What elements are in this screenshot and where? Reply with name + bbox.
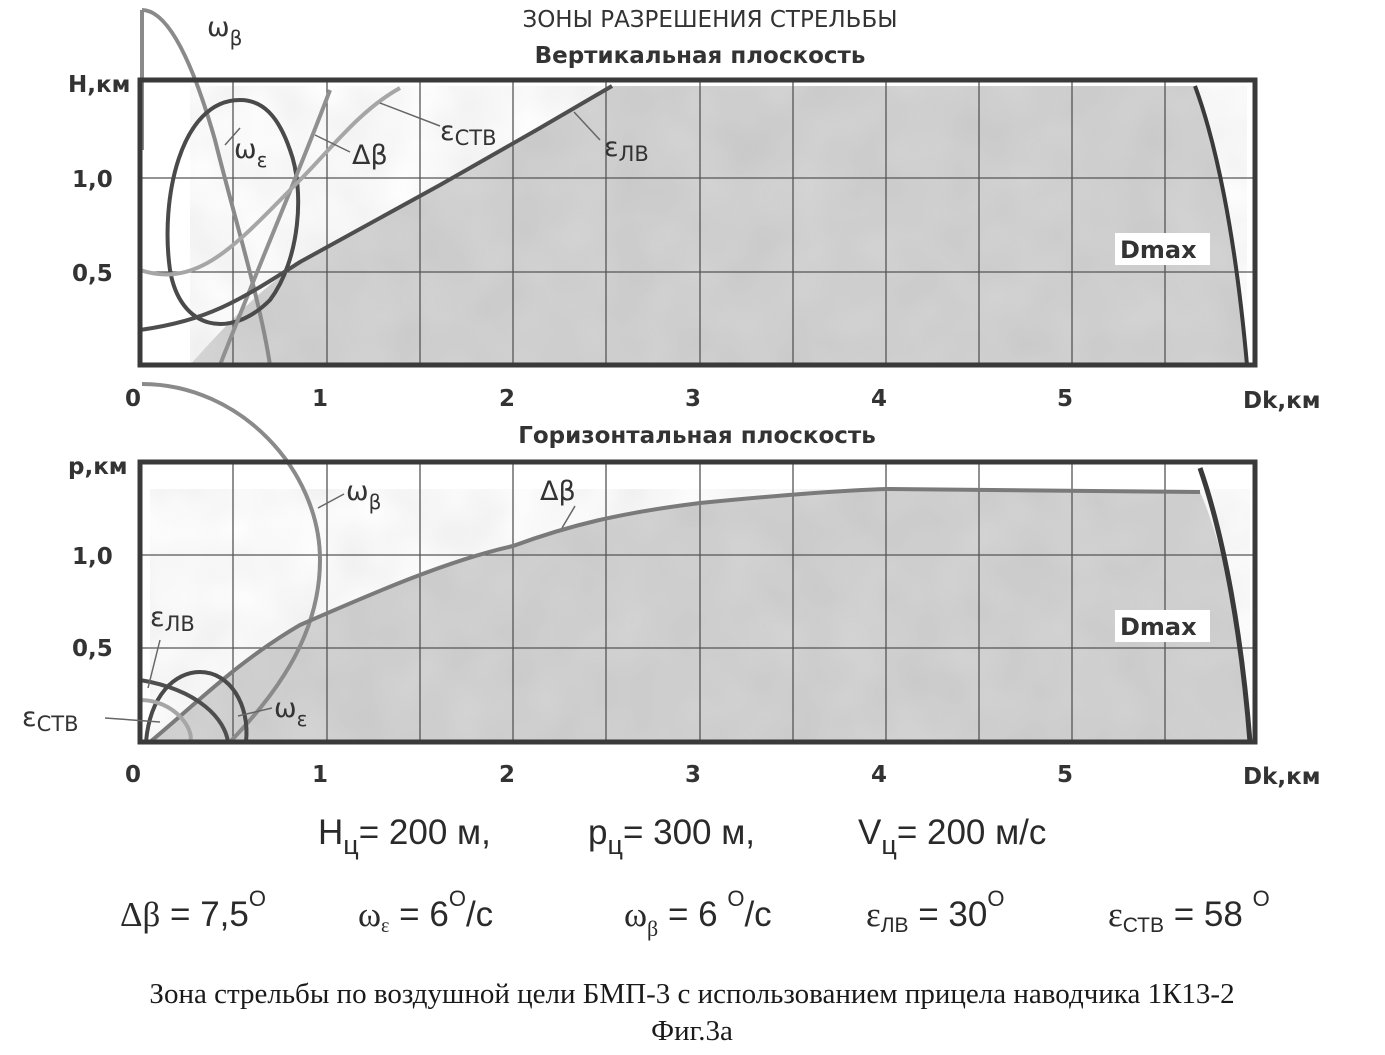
vertical-plane-panel: Вертикальная плоскость Н,км 1,0 0,5 0 1 [68,10,1321,414]
vertical-x-tick-5: 5 [1057,386,1073,412]
vertical-label-omega-eps: ωε [234,134,267,172]
vertical-plane-subtitle: Вертикальная плоскость [535,43,866,69]
vertical-leader-eps-stv [380,103,440,126]
vertical-label-eps-stv: εСТВ [440,116,497,150]
horizontal-x-axis-label: Dk,км [1243,764,1321,790]
horizontal-y-tick-1-0: 1,0 [72,544,113,570]
horizontal-plane-subtitle: Горизонтальная плоскость [518,423,876,449]
horizontal-y-axis-label: р,км [68,454,128,480]
vertical-y-tick-0-5: 0,5 [72,261,113,287]
horizontal-x-tick-1: 1 [312,762,328,788]
horizontal-label-eps-lv: εЛВ [150,602,195,636]
param-target-parameter: рц= 300 м, [588,813,755,860]
vertical-x-tick-0: 0 [125,386,141,412]
figure-caption: Зона стрельбы по воздушной цели БМП-3 с … [149,978,1234,1010]
horizontal-x-tick-3: 3 [685,762,701,788]
vertical-leader-delta-beta [315,135,350,152]
horizontal-x-tick-2: 2 [499,762,515,788]
param-target-height: Нц= 200 м, [318,813,491,860]
horizontal-plane-panel: Горизонтальная плоскость р,км 1,0 0,5 0 … [22,384,1321,790]
parameters-line-2: Δβ = 7,5О ωε = 6О/с ωβ = 6 О/с εЛВ = 30О… [120,886,1270,941]
horizontal-label-delta-beta: Δβ [540,476,576,507]
vertical-label-omega-beta: ωβ [207,12,242,50]
param-omega-beta: ωβ = 6 О/с [624,886,772,941]
vertical-x-tick-3: 3 [685,386,701,412]
param-delta-beta: Δβ = 7,5О [120,886,266,934]
param-eps-stv: εСТВ = 58 О [1108,886,1270,937]
horizontal-label-eps-stv: εСТВ [22,702,79,736]
vertical-x-axis-label: Dk,км [1243,388,1321,414]
horizontal-dmax-label: Dmax [1120,613,1197,641]
horizontal-x-tick-5: 5 [1057,762,1073,788]
param-target-speed: Vц= 200 м/с [858,813,1046,860]
vertical-x-tick-4: 4 [871,386,887,412]
figure-number: Фиг.3а [651,1015,733,1047]
parameters-line-1: Нц= 200 м, рц= 300 м, Vц= 200 м/с [318,813,1046,860]
vertical-dmax-label: Dmax [1120,236,1197,264]
horizontal-x-tick-4: 4 [871,762,887,788]
horizontal-x-tick-0: 0 [125,762,141,788]
horizontal-leader-omega-beta [318,494,344,508]
figure-title: ЗОНЫ РАЗРЕШЕНИЯ СТРЕЛЬБЫ [522,7,897,33]
vertical-y-tick-1-0: 1,0 [72,167,113,193]
horizontal-y-tick-0-5: 0,5 [72,636,113,662]
vertical-label-delta-beta: Δβ [352,140,388,171]
param-eps-lv: εЛВ = 30О [866,886,1004,937]
vertical-y-axis-label: Н,км [68,72,130,98]
horizontal-label-omega-beta: ωβ [346,476,381,514]
vertical-x-tick-1: 1 [312,386,328,412]
param-omega-eps: ωε = 6О/с [358,886,493,937]
vertical-x-tick-2: 2 [499,386,515,412]
